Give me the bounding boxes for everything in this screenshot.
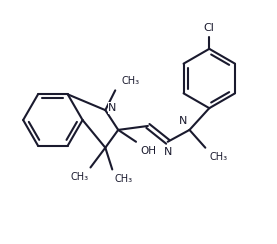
Text: N: N <box>108 103 117 113</box>
Text: N: N <box>163 147 172 157</box>
Text: CH₃: CH₃ <box>114 174 132 184</box>
Text: CH₃: CH₃ <box>209 152 227 162</box>
Text: CH₃: CH₃ <box>121 76 139 86</box>
Text: N: N <box>179 116 188 126</box>
Text: Cl: Cl <box>204 23 215 33</box>
Text: CH₃: CH₃ <box>70 173 89 183</box>
Text: OH: OH <box>140 146 156 156</box>
